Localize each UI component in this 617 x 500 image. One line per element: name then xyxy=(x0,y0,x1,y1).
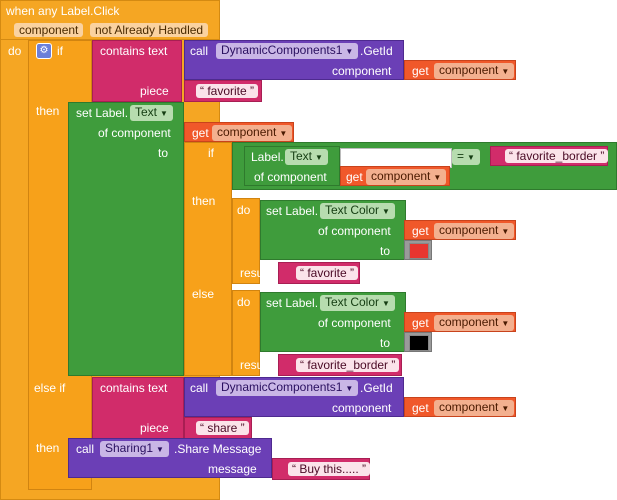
set-text-to-label: to xyxy=(158,146,169,160)
then2-label: then xyxy=(36,441,60,455)
get-dropdown-5[interactable]: component ▼ xyxy=(434,315,515,331)
component-dropdown-1[interactable]: DynamicComponents1 ▼ xyxy=(216,43,359,59)
share-string-value[interactable]: “ Buy this..... ” xyxy=(288,462,371,476)
event-param-component[interactable]: component xyxy=(14,23,84,37)
set-color-label-2: set Label. xyxy=(266,296,319,310)
event-param-not-handled[interactable]: not Already Handled xyxy=(90,23,209,37)
inner-if-label: if xyxy=(208,146,214,160)
share-arg-label: message xyxy=(208,462,257,476)
dropdown-arrow-icon: ▼ xyxy=(345,47,354,56)
contains-text-block-2[interactable] xyxy=(92,377,184,439)
call-label-1: call xyxy=(190,44,209,58)
get-dropdown-6[interactable]: component ▼ xyxy=(434,400,515,416)
set-color-prop-dropdown-2[interactable]: Text Color ▼ xyxy=(320,295,395,311)
share-method-label: .Share Message xyxy=(174,442,262,456)
gear-icon[interactable]: ⚙ xyxy=(36,43,52,59)
method-label-2: .GetId xyxy=(360,381,393,395)
set-color-of-component-1: of component xyxy=(318,224,391,238)
contains-text-label-1: contains text xyxy=(100,44,168,58)
piece-label-1: piece xyxy=(140,84,169,98)
set-color-to-label-2: to xyxy=(380,336,391,350)
dropdown-arrow-icon: ▼ xyxy=(501,227,510,236)
arg-label-1: component xyxy=(332,64,392,78)
do-result-block-1[interactable] xyxy=(232,198,260,284)
set-label-text-block[interactable] xyxy=(68,102,184,376)
method-label-1: .GetId xyxy=(360,44,393,58)
dropdown-arrow-icon: ▼ xyxy=(345,384,354,393)
dropdown-arrow-icon: ▼ xyxy=(160,109,168,118)
set-color-label-1: set Label. xyxy=(266,204,319,218)
event-title: when any Label.Click xyxy=(6,4,120,18)
dropdown-arrow-icon: ▼ xyxy=(501,319,510,328)
compare-string-value[interactable]: “ favorite_border ” xyxy=(505,149,609,163)
contains-text-block-1[interactable] xyxy=(92,40,182,102)
color-swatch-red[interactable] xyxy=(409,243,429,259)
call-label-2: call xyxy=(190,381,209,395)
dropdown-arrow-icon: ▼ xyxy=(315,153,323,162)
get-dropdown-3[interactable]: component ▼ xyxy=(366,169,447,185)
label-text-getter-label: Label. xyxy=(251,150,284,164)
inner-else-label: else xyxy=(192,287,215,301)
do-result-block-2[interactable] xyxy=(232,290,260,376)
result-label-1: result xyxy=(240,266,270,280)
color-swatch-black[interactable] xyxy=(409,335,429,351)
set-label-text-label: set Label. xyxy=(76,106,129,120)
dropdown-arrow-icon: ▼ xyxy=(501,404,510,413)
dropdown-arrow-icon: ▼ xyxy=(467,153,475,162)
inner-if-block[interactable] xyxy=(184,142,232,376)
get-label-6: get xyxy=(412,401,429,415)
dropdown-arrow-icon: ▼ xyxy=(501,67,510,76)
piece-string-value-2[interactable]: “ share ” xyxy=(196,421,249,435)
do-label-2: do xyxy=(237,295,251,309)
get-label-5: get xyxy=(412,316,429,330)
set-text-prop-dropdown[interactable]: Text ▼ xyxy=(130,105,173,121)
get-label-2: get xyxy=(192,126,209,140)
get-label-1: get xyxy=(412,64,429,78)
set-color-prop-dropdown-1[interactable]: Text Color ▼ xyxy=(320,203,395,219)
set-color-to-label-1: to xyxy=(380,244,391,258)
compare-op-dropdown[interactable]: = ▼ xyxy=(452,149,480,165)
set-text-of-component: of component xyxy=(98,126,171,140)
get-dropdown-2[interactable]: component ▼ xyxy=(212,125,293,141)
label-text-prop-dropdown[interactable]: Text ▼ xyxy=(285,149,328,165)
dropdown-arrow-icon: ▼ xyxy=(382,207,390,216)
get-label-3: get xyxy=(346,170,363,184)
share-component-dropdown[interactable]: Sharing1 ▼ xyxy=(100,441,169,457)
do-label-1: do xyxy=(237,203,251,217)
if-label: if xyxy=(57,44,63,58)
dropdown-arrow-icon: ▼ xyxy=(382,299,390,308)
piece-string-value-1[interactable]: “ favorite ” xyxy=(196,84,259,98)
get-dropdown-1[interactable]: component ▼ xyxy=(434,63,515,79)
arg-label-2: component xyxy=(332,401,392,415)
label-text-of-component: of component xyxy=(254,170,327,184)
result-string-value-2[interactable]: “ favorite_border ” xyxy=(296,358,400,372)
get-label-4: get xyxy=(412,224,429,238)
then-label: then xyxy=(36,104,60,118)
do-label: do xyxy=(8,44,22,58)
dropdown-arrow-icon: ▼ xyxy=(156,445,164,454)
set-color-of-component-2: of component xyxy=(318,316,391,330)
contains-text-label-2: contains text xyxy=(100,381,168,395)
dropdown-arrow-icon: ▼ xyxy=(279,129,288,138)
get-dropdown-4[interactable]: component ▼ xyxy=(434,223,515,239)
result-string-value-1[interactable]: “ favorite ” xyxy=(296,266,359,280)
dropdown-arrow-icon: ▼ xyxy=(433,173,442,182)
result-label-2: result xyxy=(240,358,270,372)
share-call-label: call xyxy=(76,442,95,456)
inner-then-label: then xyxy=(192,194,216,208)
else-if-label: else if xyxy=(34,381,66,395)
compare-left-slot xyxy=(340,148,452,168)
component-dropdown-2[interactable]: DynamicComponents1 ▼ xyxy=(216,380,359,396)
piece-label-2: piece xyxy=(140,421,169,435)
